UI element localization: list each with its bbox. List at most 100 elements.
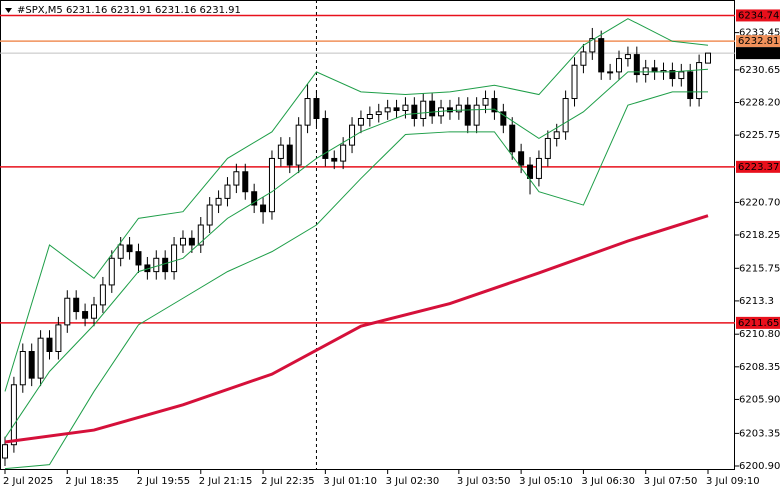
x-tick-label: 3 Jul 06:30 bbox=[581, 476, 635, 487]
candle-body bbox=[286, 144, 293, 166]
candle-body bbox=[2, 444, 8, 459]
candle-body bbox=[464, 104, 471, 126]
level-label-box bbox=[736, 160, 780, 173]
candle-body bbox=[446, 107, 453, 113]
candle-body bbox=[73, 297, 80, 313]
candle-body bbox=[242, 171, 249, 193]
y-tick-label: 6220.70 bbox=[739, 197, 780, 208]
x-tick-label: 3 Jul 09:10 bbox=[706, 476, 760, 487]
candle-body bbox=[571, 64, 578, 100]
candle-body bbox=[179, 237, 186, 246]
candle-body bbox=[313, 98, 320, 119]
level-label: 6211.65 bbox=[738, 318, 779, 329]
candle-body bbox=[705, 52, 711, 64]
plot-frame bbox=[0, 0, 735, 470]
candle-body bbox=[535, 157, 542, 179]
level-label: 6234.74 bbox=[738, 10, 779, 21]
x-tick-label: 3 Jul 03:50 bbox=[457, 476, 511, 487]
candle-body bbox=[10, 384, 17, 446]
x-tick-label: 3 Jul 02:30 bbox=[386, 476, 440, 487]
candle-body bbox=[46, 337, 53, 353]
candle-body bbox=[55, 324, 62, 353]
candle-body bbox=[260, 204, 267, 213]
y-tick-label: 6210.80 bbox=[739, 329, 780, 340]
candle-body bbox=[171, 244, 178, 273]
candle-body bbox=[64, 297, 71, 326]
candle-body bbox=[687, 71, 694, 100]
candle-body bbox=[553, 131, 560, 139]
x-tick-label: 2 Jul 22:35 bbox=[261, 476, 315, 487]
candle-body bbox=[82, 311, 89, 319]
candle-body bbox=[633, 54, 640, 76]
candle-body bbox=[402, 104, 409, 112]
candle-body bbox=[384, 107, 391, 113]
x-tick-label: 3 Jul 07:50 bbox=[644, 476, 698, 487]
candle-body bbox=[206, 204, 213, 226]
candle-body bbox=[153, 257, 160, 273]
y-tick-label: 6215.75 bbox=[739, 263, 780, 274]
candle-body bbox=[473, 104, 480, 126]
candle-body bbox=[28, 351, 35, 379]
level-label-box bbox=[736, 9, 780, 22]
level-label: 6232.81 bbox=[738, 36, 779, 47]
candle-body bbox=[277, 144, 284, 159]
candle-body bbox=[233, 171, 240, 186]
y-tick-label: 6233.45 bbox=[739, 28, 780, 39]
candle-body bbox=[527, 164, 534, 179]
level-label-box bbox=[736, 316, 780, 329]
candle-body bbox=[598, 38, 605, 73]
candle-body bbox=[411, 104, 418, 119]
candle-body bbox=[224, 184, 231, 199]
candle-body bbox=[90, 304, 97, 319]
candle-body bbox=[696, 62, 703, 100]
x-tick-label: 3 Jul 05:10 bbox=[519, 476, 573, 487]
candle-body bbox=[607, 71, 614, 74]
candle-body bbox=[135, 251, 142, 266]
menu-triangle bbox=[5, 8, 12, 13]
candle-body bbox=[375, 111, 382, 116]
y-tick-label: 6213.3 bbox=[739, 296, 774, 307]
candle-body bbox=[340, 144, 347, 162]
y-tick-label: 6200.90 bbox=[739, 461, 780, 472]
candle-body bbox=[162, 257, 169, 273]
candle-body bbox=[268, 157, 275, 213]
candle-body bbox=[491, 98, 498, 113]
candle-body bbox=[509, 124, 516, 153]
candle-body bbox=[331, 157, 338, 162]
candle-body bbox=[188, 237, 195, 246]
candle-body bbox=[19, 351, 26, 386]
price-label: 6231.91 bbox=[738, 48, 779, 59]
x-tick-label: 2 Jul 2025 bbox=[3, 476, 53, 487]
candle-body bbox=[304, 98, 311, 126]
candle-body bbox=[669, 70, 676, 80]
indicator-line bbox=[4, 91, 708, 470]
candle-body bbox=[651, 67, 658, 73]
y-tick-label: 6225.75 bbox=[739, 130, 780, 141]
level-label-box bbox=[736, 35, 780, 48]
y-tick-label: 6230.65 bbox=[739, 65, 780, 76]
candle-body bbox=[420, 100, 427, 119]
candle-body bbox=[117, 244, 124, 259]
candle-body bbox=[616, 58, 623, 73]
indicator-line bbox=[4, 214, 709, 444]
candle-body bbox=[349, 124, 356, 146]
level-label: 6223.37 bbox=[738, 162, 779, 173]
indicator-line bbox=[4, 18, 709, 392]
candle-body bbox=[429, 100, 436, 117]
candle-body bbox=[393, 107, 400, 112]
candle-body bbox=[482, 98, 489, 106]
candle-body bbox=[215, 197, 222, 206]
x-tick-label: 2 Jul 18:35 bbox=[65, 476, 119, 487]
candle-body bbox=[197, 224, 204, 246]
candle-body bbox=[322, 117, 329, 159]
candle-body bbox=[357, 117, 364, 126]
candle-body bbox=[589, 38, 596, 53]
candle-body bbox=[580, 51, 587, 66]
candle-body bbox=[678, 71, 685, 80]
price-label-box bbox=[736, 47, 780, 60]
x-tick-label: 2 Jul 21:15 bbox=[199, 476, 253, 487]
y-tick-label: 6218.25 bbox=[739, 230, 780, 241]
candle-body bbox=[500, 111, 507, 126]
candle-body bbox=[108, 257, 115, 286]
